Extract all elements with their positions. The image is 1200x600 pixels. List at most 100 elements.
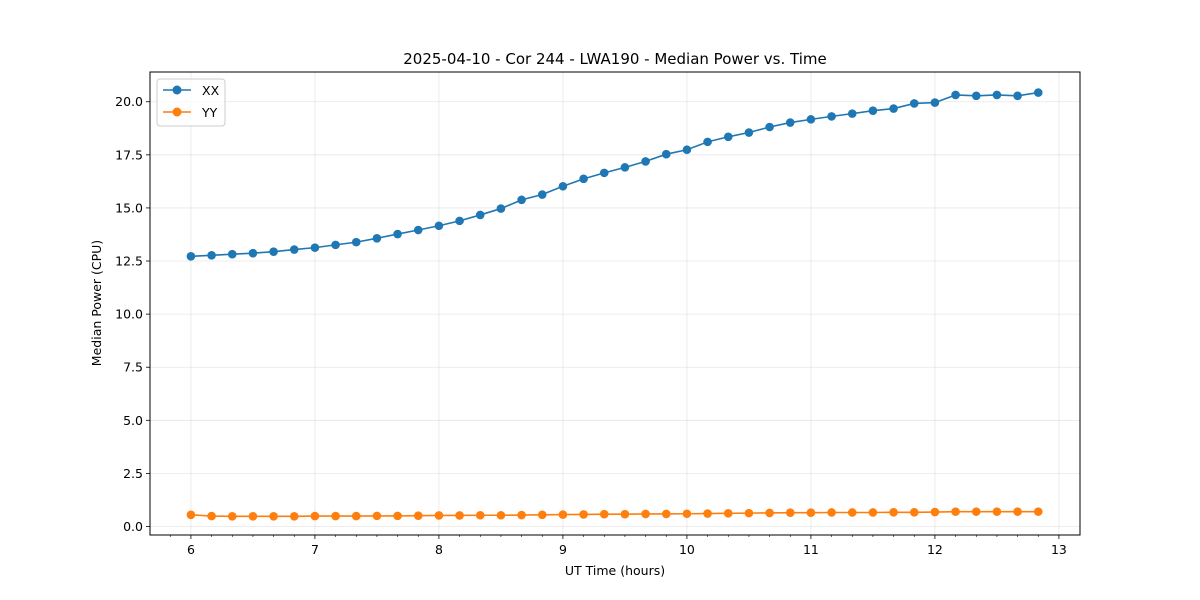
data-point-yy xyxy=(538,511,547,520)
data-point-yy xyxy=(683,509,692,518)
data-point-yy xyxy=(249,512,258,521)
data-point-xx xyxy=(910,99,919,108)
data-point-yy xyxy=(931,508,940,517)
y-tick-label: 0.0 xyxy=(123,519,143,534)
data-point-yy xyxy=(641,510,650,519)
data-point-yy xyxy=(951,507,960,516)
data-point-xx xyxy=(331,241,340,250)
data-point-yy xyxy=(414,511,423,520)
y-axis-label: Median Power (CPU) xyxy=(89,240,104,366)
data-point-yy xyxy=(807,508,816,517)
data-point-xx xyxy=(497,204,506,213)
legend-marker-xx xyxy=(173,86,182,95)
data-point-yy xyxy=(745,509,754,518)
y-tick-label: 17.5 xyxy=(115,147,143,162)
data-point-yy xyxy=(786,508,795,517)
data-point-yy xyxy=(435,511,444,520)
data-point-yy xyxy=(373,512,382,521)
x-axis-label: UT Time (hours) xyxy=(565,563,665,578)
data-point-yy xyxy=(455,511,464,520)
data-point-xx xyxy=(724,132,733,141)
data-point-yy xyxy=(311,512,320,521)
chart-title: 2025-04-10 - Cor 244 - LWA190 - Median P… xyxy=(403,50,827,68)
data-point-yy xyxy=(187,511,196,520)
legend-label-xx: XX xyxy=(202,83,220,98)
y-tick-label: 20.0 xyxy=(115,94,143,109)
data-point-xx xyxy=(373,234,382,243)
data-point-yy xyxy=(703,509,712,518)
legend-marker-yy xyxy=(173,108,182,117)
data-point-yy xyxy=(559,510,568,519)
y-tick-label: 5.0 xyxy=(123,413,143,428)
data-point-xx xyxy=(765,123,774,132)
data-point-yy xyxy=(393,512,402,521)
data-point-xx xyxy=(290,245,299,254)
data-point-xx xyxy=(269,247,278,256)
x-tick-label: 7 xyxy=(311,542,319,557)
y-tick-label: 10.0 xyxy=(115,307,143,322)
data-point-xx xyxy=(683,145,692,154)
legend-label-yy: YY xyxy=(201,105,218,120)
data-point-yy xyxy=(331,512,340,521)
data-point-xx xyxy=(889,104,898,113)
data-point-xx xyxy=(869,106,878,115)
data-point-yy xyxy=(765,509,774,518)
data-point-yy xyxy=(889,508,898,517)
data-point-yy xyxy=(910,508,919,517)
data-point-xx xyxy=(579,175,588,184)
data-point-xx xyxy=(621,163,630,172)
data-point-xx xyxy=(517,196,526,205)
data-point-xx xyxy=(249,249,258,258)
data-point-xx xyxy=(703,138,712,147)
data-point-xx xyxy=(745,128,754,137)
data-point-xx xyxy=(662,150,671,159)
data-point-yy xyxy=(497,511,506,520)
x-tick-label: 8 xyxy=(435,542,443,557)
data-point-xx xyxy=(641,157,650,166)
data-point-xx xyxy=(1034,88,1043,97)
data-point-yy xyxy=(1034,507,1043,516)
legend: XX YY xyxy=(157,79,225,126)
data-point-xx xyxy=(1013,91,1022,100)
x-tick-label: 9 xyxy=(559,542,567,557)
data-point-xx xyxy=(559,182,568,191)
data-point-xx xyxy=(393,230,402,239)
data-point-xx xyxy=(848,109,857,118)
data-point-yy xyxy=(848,508,857,517)
data-point-yy xyxy=(207,512,216,521)
data-point-xx xyxy=(414,226,423,235)
data-point-yy xyxy=(827,508,836,517)
data-point-yy xyxy=(579,510,588,519)
median-power-chart: 2025-04-10 - Cor 244 - LWA190 - Median P… xyxy=(0,0,1200,600)
data-point-xx xyxy=(352,238,361,247)
data-point-yy xyxy=(600,510,609,519)
data-point-xx xyxy=(807,115,816,124)
data-point-xx xyxy=(435,221,444,230)
data-point-yy xyxy=(724,509,733,518)
data-point-xx xyxy=(786,118,795,127)
data-point-xx xyxy=(993,91,1002,100)
data-point-yy xyxy=(1013,507,1022,516)
data-point-yy xyxy=(993,507,1002,516)
x-tick-label: 13 xyxy=(1051,542,1067,557)
data-point-xx xyxy=(187,252,196,261)
data-point-yy xyxy=(869,508,878,517)
data-point-xx xyxy=(476,211,485,220)
data-point-xx xyxy=(600,169,609,178)
data-point-yy xyxy=(352,512,361,521)
data-point-yy xyxy=(228,512,237,521)
data-point-xx xyxy=(931,98,940,107)
data-point-xx xyxy=(228,250,237,259)
x-tick-label: 11 xyxy=(803,542,819,557)
x-tick-label: 6 xyxy=(187,542,195,557)
data-point-xx xyxy=(951,91,960,100)
x-tick-label: 12 xyxy=(927,542,943,557)
data-point-yy xyxy=(476,511,485,520)
y-tick-label: 12.5 xyxy=(115,254,143,269)
data-point-yy xyxy=(517,511,526,520)
data-point-xx xyxy=(538,190,547,199)
data-point-yy xyxy=(621,510,630,519)
data-point-xx xyxy=(972,91,981,100)
data-point-xx xyxy=(455,217,464,226)
data-point-yy xyxy=(972,507,981,516)
